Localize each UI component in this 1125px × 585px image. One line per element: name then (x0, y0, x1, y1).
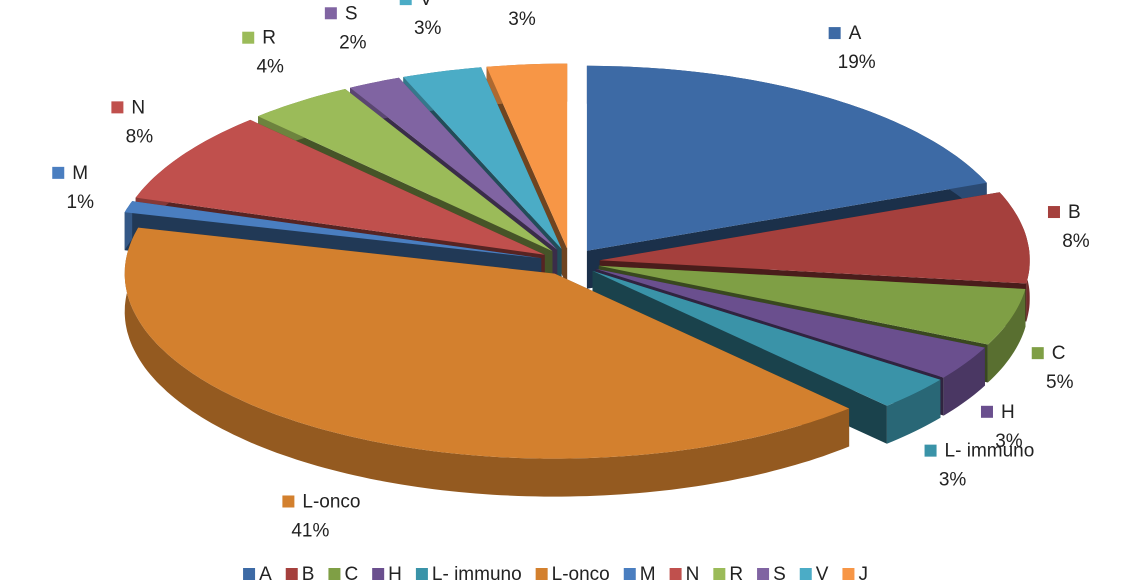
legend-label: B (302, 564, 315, 585)
label-key (242, 31, 255, 44)
label-key (828, 27, 841, 40)
legend-label: S (773, 564, 786, 585)
slice-top (350, 77, 558, 250)
data-label-name: B (1068, 202, 1081, 223)
legend-label: J (858, 564, 868, 585)
legend-key (669, 568, 682, 580)
legend-item: C (328, 564, 358, 585)
slice-top (135, 119, 545, 255)
data-label-value: 3% (939, 470, 967, 491)
legend-label: M (640, 564, 656, 585)
legend-label: C (344, 564, 358, 585)
legend-label: A (259, 564, 272, 585)
legend-item: N (669, 564, 700, 585)
legend-label: L- immuno (432, 564, 522, 585)
data-label-name: J (514, 0, 524, 1)
legend-key (842, 568, 855, 580)
slice (124, 227, 850, 497)
slice-top (486, 63, 568, 249)
slice-top (595, 268, 985, 378)
label-key (111, 101, 124, 114)
data-label-name: C (1052, 343, 1066, 364)
data-label-name: M (72, 163, 88, 184)
data-label-value: 4% (256, 57, 284, 78)
slice-side (943, 347, 985, 416)
legend-key (328, 568, 341, 580)
data-label-value: 1% (67, 192, 95, 213)
legend-label: R (729, 564, 743, 585)
label-key (924, 444, 937, 457)
slice-top (598, 265, 1026, 345)
data-label-value: 3% (508, 9, 536, 30)
legend-item: H (372, 564, 402, 585)
legend-key (285, 568, 298, 580)
legend-key (623, 568, 636, 580)
legend-item: A (243, 564, 272, 585)
legend-key (415, 568, 428, 580)
label-key (980, 405, 993, 418)
legend-item: L- immuno (415, 564, 522, 585)
legend-key (535, 568, 548, 580)
legend-key (243, 568, 256, 580)
slice-top (592, 270, 941, 406)
slice-top (258, 89, 553, 252)
slice-side (987, 289, 1026, 383)
legend-item: B (285, 564, 315, 585)
legend-label: L-onco (552, 564, 610, 585)
data-label-value: 3% (414, 18, 442, 39)
slice-side (124, 201, 133, 251)
data-label-value: 8% (1062, 231, 1090, 252)
legend-item: J (842, 564, 868, 585)
legend-key (372, 568, 385, 580)
legend-item: V (799, 564, 829, 585)
data-label-value: 19% (838, 52, 876, 73)
legend-label: N (686, 564, 700, 585)
data-label-name: A (849, 23, 862, 44)
slice-top (599, 192, 1030, 284)
data-label-value: 8% (126, 126, 154, 147)
legend-key (757, 568, 770, 580)
data-label-value: 2% (339, 32, 367, 53)
label-key (1047, 206, 1060, 219)
data-label-name: H (1001, 402, 1015, 423)
slice-side (124, 227, 850, 497)
legend-item: M (623, 564, 656, 585)
slice-top (403, 67, 562, 249)
legend-label: H (388, 564, 402, 585)
data-label-value: 3% (995, 431, 1023, 452)
legend-key (713, 568, 726, 580)
slice-top (124, 227, 850, 459)
legend-label: V (816, 564, 829, 585)
data-label-name: S (345, 3, 358, 24)
legend-item: S (757, 564, 786, 585)
label-key (282, 495, 295, 508)
data-label-value: 41% (291, 521, 329, 542)
slice-top (586, 65, 987, 251)
legend-item: R (713, 564, 743, 585)
data-label-value: 5% (1046, 372, 1074, 393)
data-label-name: V (420, 0, 433, 10)
legend-item: L-onco (535, 564, 610, 585)
data-label-name: L- immuno (945, 441, 1035, 462)
label-key (1031, 347, 1044, 360)
data-label-name: R (262, 28, 276, 49)
label-key (52, 166, 65, 179)
legend-key (799, 568, 812, 580)
slice-top (124, 201, 542, 259)
data-label-name: L-onco (302, 492, 360, 513)
label-key (324, 7, 337, 20)
data-label-name: N (131, 97, 145, 118)
label-key (399, 0, 412, 6)
slice-side (886, 379, 941, 444)
